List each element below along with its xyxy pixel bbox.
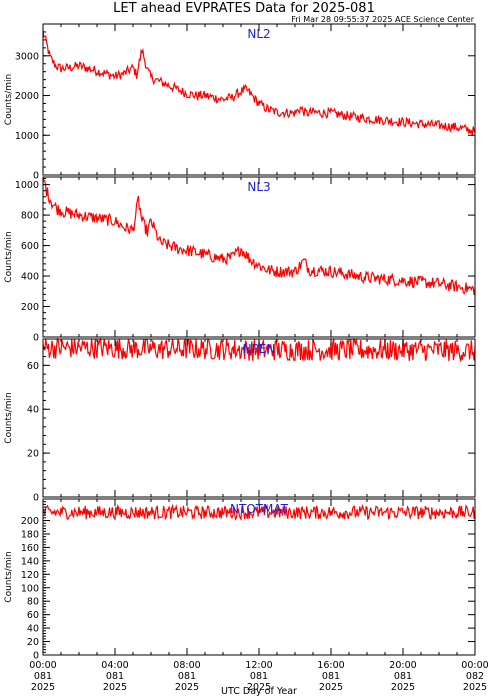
- y-tick-label: 40: [27, 405, 39, 416]
- panel-label: NL3: [247, 180, 270, 194]
- panel-frame: [42, 338, 476, 498]
- y-tick-label: 1000: [15, 180, 39, 191]
- y-tick-label: 400: [21, 272, 39, 283]
- y-tick-label: 600: [21, 241, 39, 252]
- x-tick-year: 2025: [175, 682, 199, 693]
- y-tick-label: 1000: [15, 131, 39, 142]
- chart-title: LET ahead EVPRATES Data for 2025-081: [113, 1, 375, 16]
- panel-nl2: 0 1000 2000 3000 Counts/min NL2: [4, 23, 476, 182]
- x-tick-day: 081: [178, 671, 196, 682]
- y-tick-label: 80: [27, 597, 39, 608]
- x-tick-time: 16:00: [317, 660, 344, 671]
- chart-subtitle: Fri Mar 28 09:55:37 2025 ACE Science Cen…: [291, 15, 475, 24]
- x-tick-day: 082: [466, 671, 484, 682]
- x-tick-time: 08:00: [173, 660, 200, 671]
- y-tick-label: 180: [21, 529, 39, 540]
- y-axis-label: Counts/min: [4, 231, 14, 282]
- panel-npen: 0 20 40 60 Counts/min NPEN: [4, 336, 476, 504]
- y-tick-label: 200: [21, 302, 39, 313]
- y-tick-label: 0: [33, 171, 39, 182]
- x-tick-time: 20:00: [389, 660, 416, 671]
- y-tick-label: 0: [33, 333, 39, 344]
- y-tick-label: 60: [27, 361, 39, 372]
- y-tick-label: 40: [27, 624, 39, 635]
- x-tick-year: 2025: [247, 682, 271, 693]
- x-tick-day: 081: [250, 671, 268, 682]
- series-line-ntotmat: [42, 503, 476, 522]
- x-tick-year: 2025: [391, 682, 415, 693]
- panel-frame: [42, 23, 476, 176]
- x-tick-time: 12:00: [245, 660, 272, 671]
- series-line-nl2: [42, 30, 476, 136]
- y-tick-label: 140: [21, 556, 39, 567]
- x-tick-day: 081: [394, 671, 412, 682]
- panel-frame: [42, 498, 476, 656]
- panel-frame: [42, 176, 476, 338]
- x-tick-year: 2025: [319, 682, 343, 693]
- x-axis-label: UTC Day of Year: [221, 686, 297, 697]
- x-tick-year: 2025: [463, 682, 487, 693]
- x-tick-day: 081: [322, 671, 340, 682]
- x-tick-time: 00:00: [461, 660, 488, 671]
- panel-label: NTOTMAT: [230, 502, 289, 516]
- y-tick-label: 100: [21, 583, 39, 594]
- y-tick-label: 120: [21, 570, 39, 581]
- y-tick-label: 0: [33, 651, 39, 662]
- y-tick-label: 20: [27, 637, 39, 648]
- x-tick-time: 00:00: [29, 660, 56, 671]
- x-tick-time: 04:00: [101, 660, 128, 671]
- y-tick-label: 200: [21, 516, 39, 527]
- y-tick-label: 3000: [15, 51, 39, 62]
- panel-label: NL2: [247, 27, 270, 41]
- y-tick-label: 0: [33, 493, 39, 504]
- panel-label: NPEN: [243, 342, 276, 356]
- y-axis-label: Counts/min: [4, 74, 14, 125]
- x-tick-day: 081: [106, 671, 124, 682]
- panel-ntotmat: 0 20 40 60 80 100 120 140 160 180 200 Counts/min NTO…: [4, 498, 476, 662]
- y-axis-label: Counts/min: [4, 551, 14, 602]
- x-tick-year: 2025: [103, 682, 127, 693]
- y-tick-label: 160: [21, 543, 39, 554]
- series-line-nl3: [42, 176, 476, 296]
- y-axis-label: Counts/min: [4, 392, 14, 443]
- panel-nl3: 0 200 400 600 800 1000 Counts/min NL3: [4, 176, 476, 344]
- y-tick-label: 800: [21, 211, 39, 222]
- y-tick-label: 2000: [15, 91, 39, 102]
- y-tick-label: 20: [27, 449, 39, 460]
- y-tick-label: 60: [27, 610, 39, 621]
- x-tick-year: 2025: [31, 682, 55, 693]
- x-tick-day: 081: [34, 671, 52, 682]
